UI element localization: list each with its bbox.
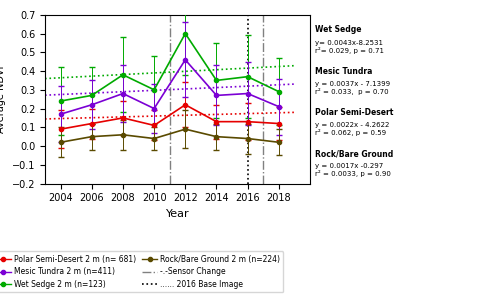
Text: Polar Semi-Desert: Polar Semi-Desert — [316, 108, 394, 117]
Text: Mesic Tundra: Mesic Tundra — [316, 67, 372, 75]
Text: y = 0.0022x - 4.2622
r² = 0.062, p = 0.59: y = 0.0022x - 4.2622 r² = 0.062, p = 0.5… — [316, 122, 390, 136]
Text: y= 0.0043x-8.2531
r²= 0.029, p = 0.71: y= 0.0043x-8.2531 r²= 0.029, p = 0.71 — [316, 40, 384, 54]
Text: Wet Sedge: Wet Sedge — [316, 25, 362, 34]
X-axis label: Year: Year — [166, 209, 190, 219]
Text: y = 0.0037x - 7.1399
r² = 0.033,  p = 0.70: y = 0.0037x - 7.1399 r² = 0.033, p = 0.7… — [316, 81, 390, 95]
Y-axis label: Average NDVI: Average NDVI — [0, 65, 6, 133]
Text: y = 0.0017x -0.297
r² = 0.0033, p = 0.90: y = 0.0017x -0.297 r² = 0.0033, p = 0.90 — [316, 163, 391, 178]
Legend: Polar Semi-Desert 2 m (n= 681), Mesic Tundra 2 m (n=411), Wet Sedge 2 m (n=123),: Polar Semi-Desert 2 m (n= 681), Mesic Tu… — [0, 252, 284, 292]
Text: Rock/Bare Ground: Rock/Bare Ground — [316, 149, 394, 158]
